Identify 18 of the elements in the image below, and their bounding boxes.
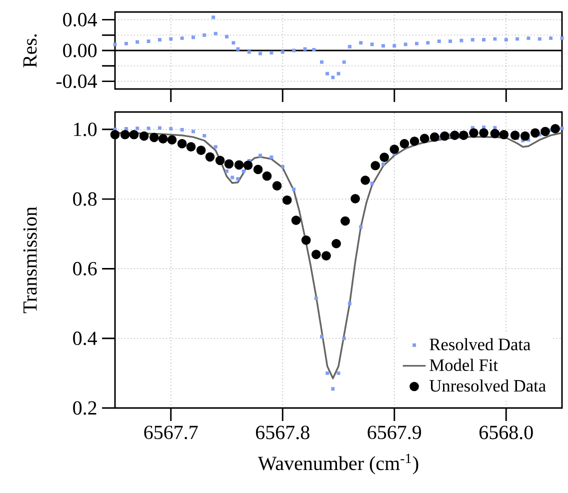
y-tick-label: 0.00 xyxy=(63,44,97,58)
y-tick-label: 0.2 xyxy=(73,401,96,415)
legend-label: Resolved Data xyxy=(430,338,530,350)
y-tick-label: 0.6 xyxy=(73,262,97,276)
y-tick-label: 0.04 xyxy=(63,12,98,26)
x-axis-title: Wavenumber (cm$^{-1}$) xyxy=(258,454,418,474)
y-tick-label: 0.4 xyxy=(73,332,98,346)
y-tick-label: 0.8 xyxy=(73,192,97,206)
y-axis-title: Transmission xyxy=(23,206,37,314)
x-tick-label: 6567.7 xyxy=(144,426,198,440)
y-tick-label: 1.0 xyxy=(74,122,97,136)
y-tick-label: -0.04 xyxy=(56,74,98,88)
x-tick-label: 6567.9 xyxy=(368,426,422,440)
legend-label: Unresolved Data xyxy=(430,379,546,392)
x-tick-label: 6567.8 xyxy=(256,426,310,440)
x-tick-label: 6568.0 xyxy=(479,426,533,440)
y-axis-title: Res. xyxy=(23,34,37,68)
legend-label: Model Fit xyxy=(430,358,498,371)
